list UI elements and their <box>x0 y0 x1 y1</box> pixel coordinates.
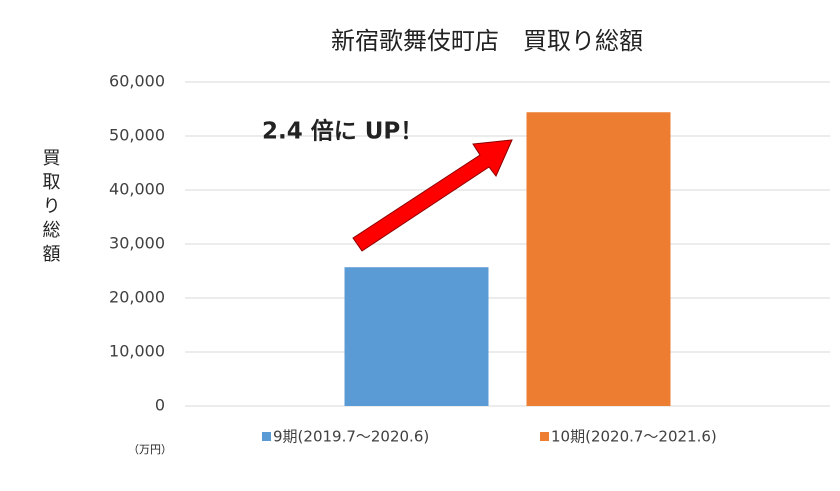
legend-label: 9期(2019.7～2020.6) <box>273 428 429 446</box>
y-tick-label: 40,000 <box>109 180 165 199</box>
y-tick-label: 50,000 <box>109 126 165 145</box>
chart-title: 新宿歌舞伎町店 買取り総額 <box>331 27 643 55</box>
arrow <box>352 139 513 252</box>
legend-label: 10期(2020.7～2021.6) <box>551 428 717 446</box>
y-tick-label: 30,000 <box>109 234 165 253</box>
y-tick-label: 10,000 <box>109 342 165 361</box>
annotation: 2.4 倍に UP！ <box>262 118 423 145</box>
y-tick-label: 0 <box>155 396 165 415</box>
y-tick-label: 20,000 <box>109 288 165 307</box>
plot-area: 0 10,000 20,000 30,000 40,000 50,000 60,000 9期(… <box>109 72 830 446</box>
bar <box>526 112 671 407</box>
bar <box>344 267 489 406</box>
legend-swatch <box>540 432 549 441</box>
y-axis-label: 買取り総額 <box>40 148 61 268</box>
legend-swatch <box>262 432 271 441</box>
y-tick-label: 60,000 <box>109 72 165 91</box>
unit-label: （万円） <box>128 443 172 456</box>
